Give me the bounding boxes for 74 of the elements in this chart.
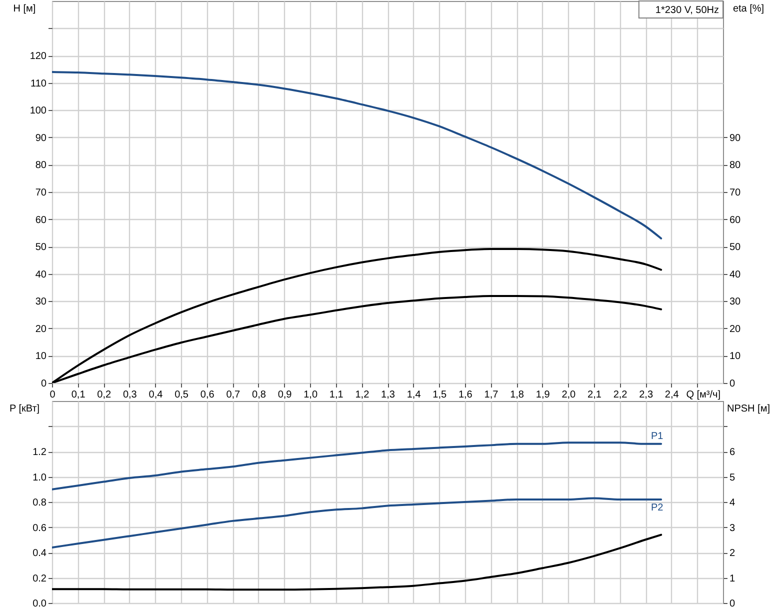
y-tick-label: 0.6	[32, 522, 47, 534]
y-tick-label: 110	[30, 78, 47, 90]
y2-tick-label: 1	[730, 573, 736, 584]
y-tick-label: 0.8	[32, 498, 47, 508]
y2-axis-title: eta [%]	[732, 4, 764, 14]
y2-tick-label: 4	[730, 498, 736, 508]
x-tick-label: 1,2	[355, 390, 370, 400]
x-tick-label: 2,1	[588, 390, 602, 400]
y2-tick-label: 20	[730, 324, 742, 335]
y2-tick-label: 80	[730, 160, 742, 172]
x-tick-label: 0,2	[97, 390, 112, 400]
y-tick-label: 0	[40, 378, 47, 390]
x-tick-label: 1,1	[329, 390, 344, 400]
x-tick-label: 1,7	[484, 390, 499, 400]
x-tick-label: 2,2	[613, 390, 628, 400]
x-tick-label: 1,9	[536, 390, 550, 400]
x-tick-label: 0,7	[226, 390, 241, 400]
y2-tick-label: 40	[730, 269, 742, 280]
y2-tick-label: 50	[730, 242, 742, 254]
y2-tick-label: 6	[730, 447, 736, 458]
line-series	[52, 534, 662, 591]
x-tick-label: 0,8	[252, 390, 266, 400]
x-tick-label: 0,1	[71, 390, 86, 400]
y-tick-label: 10	[35, 351, 47, 362]
y2-tick-label: 0	[730, 598, 736, 610]
line-series	[52, 442, 662, 490]
y2-tick-label: 0	[730, 378, 736, 390]
x-tick-label: 1,3	[381, 390, 396, 400]
y-tick-label: 50	[35, 242, 47, 254]
x-tick-label: 0	[50, 390, 56, 400]
y-tick-label: 0.4	[32, 548, 47, 559]
y2-tick-label: 70	[730, 188, 742, 198]
y-tick-label: 40	[35, 269, 47, 280]
y-tick-label: 20	[35, 324, 47, 335]
x-tick-label: 0,4	[148, 390, 164, 400]
x-tick-label: 1,8	[510, 390, 524, 400]
y2-tick-label: 60	[730, 214, 742, 226]
y-tick-label: 70	[35, 188, 47, 198]
x-tick-label: 0,3	[122, 390, 138, 400]
x-tick-label: 2,0	[562, 390, 576, 400]
chart-title: 1*230 V, 50Hz	[655, 5, 719, 16]
x-tick-label: 0,9	[278, 390, 292, 400]
x-tick-label: 1,4	[406, 390, 422, 400]
x-tick-label: 0,6	[200, 390, 215, 400]
x-tick-label: 1,5	[432, 390, 447, 400]
y-tick-label: 1.0	[32, 472, 47, 484]
y-tick-label: 90	[35, 132, 47, 144]
y-tick-label: 0.0	[32, 598, 47, 610]
line-series	[52, 70, 662, 240]
x-tick-label: 1,0	[304, 390, 318, 400]
y2-tick-label: 30	[730, 296, 742, 308]
y-tick-label: 60	[35, 214, 47, 226]
y-axis-title: P [кВт]	[9, 404, 40, 414]
x-tick-label: 2,4	[664, 390, 680, 400]
y-tick-label: 0.2	[32, 573, 47, 584]
y2-tick-label: 10	[730, 351, 742, 362]
y-axis-title: H [м]	[13, 4, 36, 14]
y-tick-label: 30	[35, 296, 47, 308]
y-tick-label: 1.2	[32, 447, 47, 458]
x-tick-label: 2,3	[639, 390, 654, 400]
y-tick-label: 120	[30, 51, 47, 62]
x-tick-label: 1,6	[458, 390, 473, 400]
x-tick-label: 0,5	[174, 390, 189, 400]
y2-tick-label: 90	[730, 132, 742, 144]
series-label: P2	[650, 502, 664, 514]
series-label: P1	[650, 430, 664, 442]
x-axis-title: Q [м³/ч]	[686, 390, 721, 400]
line-series	[52, 497, 662, 548]
y2-tick-label: 5	[730, 472, 736, 484]
y2-tick-label: 3	[730, 522, 736, 534]
y2-tick-label: 2	[730, 548, 736, 559]
y2-axis-title: NPSH [м]	[727, 404, 770, 414]
y-tick-label: 100	[30, 106, 47, 117]
y-tick-label: 80	[35, 160, 47, 172]
